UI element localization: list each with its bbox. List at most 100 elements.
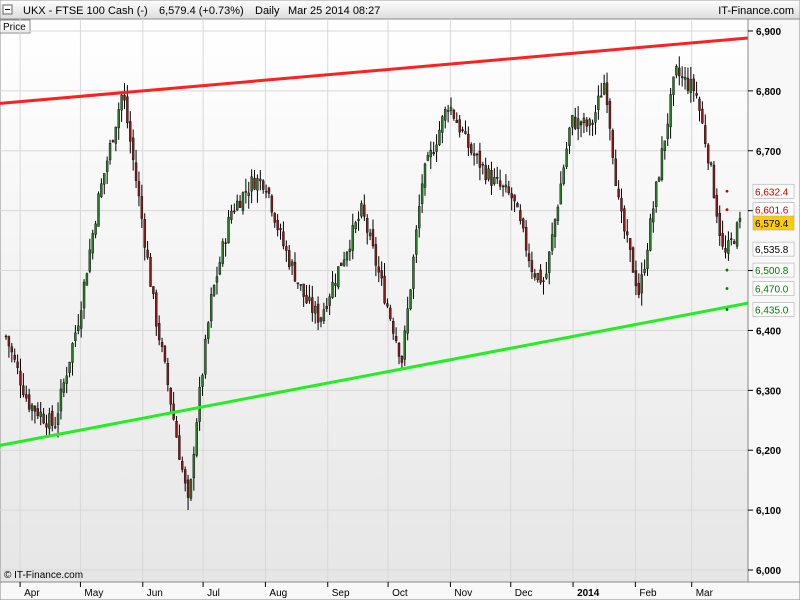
y-tick-label: 6,300 <box>756 386 781 397</box>
candle-down <box>383 275 386 304</box>
candle-down <box>678 67 681 77</box>
candle-up <box>97 193 100 227</box>
candle-up <box>660 148 664 180</box>
candle-down <box>724 248 727 253</box>
candle-up <box>657 177 661 182</box>
candle-down <box>149 257 152 287</box>
candle-down <box>397 343 401 357</box>
level-label-support: 6,470.0 <box>755 285 789 296</box>
level-label-last: 6,579.4 <box>755 219 789 230</box>
candle-up <box>65 375 68 384</box>
candle-down <box>585 119 589 127</box>
candle-up <box>640 274 643 294</box>
candle-up <box>493 177 496 185</box>
candle-down <box>400 356 404 363</box>
candle-down <box>279 228 282 231</box>
candle-up <box>68 361 71 373</box>
candle-down <box>542 280 545 282</box>
candle-up <box>62 382 66 393</box>
candle-down <box>475 153 479 156</box>
candle-down <box>698 98 701 111</box>
candle-up <box>571 115 574 128</box>
level-label-resistance: 6,601.6 <box>755 206 789 217</box>
candle-down <box>19 370 22 386</box>
candle-down <box>530 260 534 273</box>
candle-up <box>56 413 60 425</box>
candle-down <box>371 229 375 247</box>
candle-up <box>215 276 219 283</box>
candle-up <box>360 203 363 217</box>
candle-up <box>218 262 222 275</box>
candle-up <box>406 308 409 334</box>
y-tick-label: 6,100 <box>756 506 781 517</box>
candle-up <box>354 222 357 230</box>
candle-down <box>42 413 45 424</box>
level-markers <box>725 189 729 311</box>
candle-up <box>426 155 430 161</box>
candle-up <box>689 78 693 93</box>
candle-down <box>111 140 115 143</box>
header-collapse-icon[interactable] <box>2 4 13 15</box>
candle-up <box>556 206 560 221</box>
candle-down <box>715 195 719 217</box>
x-tick-label: Dec <box>515 588 533 599</box>
candle-up <box>487 168 490 180</box>
level-label-resistance: 6,632.4 <box>755 187 789 198</box>
candle-up <box>30 404 34 411</box>
candle-up <box>562 167 565 184</box>
candle-down <box>186 479 190 498</box>
candle-down <box>163 345 167 362</box>
candle-down <box>501 185 505 188</box>
candle-down <box>366 218 369 233</box>
candle-down <box>152 286 155 295</box>
candle-down <box>134 162 138 181</box>
candle-down <box>166 362 170 385</box>
candle-down <box>472 153 476 156</box>
candle-down <box>270 195 274 213</box>
candle-down <box>732 241 736 244</box>
candle-down <box>631 247 635 273</box>
candle-up <box>59 388 63 412</box>
candle-down <box>305 294 308 304</box>
candle-up <box>672 76 675 95</box>
candle-up <box>39 411 42 417</box>
candle-up <box>420 183 424 204</box>
candle-down <box>183 469 187 484</box>
candle-up <box>201 374 204 387</box>
candle-down <box>721 233 724 247</box>
candle-up <box>423 163 427 188</box>
candle-up <box>568 127 571 146</box>
candle-up <box>247 192 250 196</box>
candle-down <box>267 187 271 194</box>
candle-up <box>114 126 118 144</box>
candle-down <box>244 191 248 193</box>
candle-down <box>33 405 37 412</box>
candle-down <box>600 95 603 98</box>
candle-down <box>452 110 456 119</box>
trendlines <box>0 36 748 447</box>
candle-down <box>155 292 158 327</box>
candle-up <box>735 222 739 247</box>
candle-down <box>311 297 314 313</box>
candle-up <box>738 218 742 222</box>
level-box-resistance <box>752 183 795 199</box>
x-axis-panel <box>0 581 800 600</box>
instrument-title: UKX - FTSE 100 Cash (-) <box>23 5 148 17</box>
candle-up <box>314 305 317 314</box>
candle-up <box>290 261 294 266</box>
x-axis: Apr May Jun Jul Aug Sep Oct Nov Dec 2014 Feb Mar <box>19 582 714 599</box>
candle-up <box>357 218 360 221</box>
candle-up <box>435 144 438 152</box>
level-box-last <box>752 215 795 231</box>
candle-down <box>282 231 285 247</box>
candle-up <box>204 338 207 375</box>
candle-up <box>322 309 326 322</box>
y-tick-label: 6,700 <box>756 147 781 158</box>
candle-up <box>91 233 94 254</box>
candle-down <box>490 169 493 186</box>
candle-down <box>374 244 378 266</box>
candle-down <box>13 354 16 360</box>
y-tick-label: 6,800 <box>756 87 781 98</box>
x-tick-label: Jun <box>147 588 163 599</box>
candle-down <box>686 77 690 91</box>
